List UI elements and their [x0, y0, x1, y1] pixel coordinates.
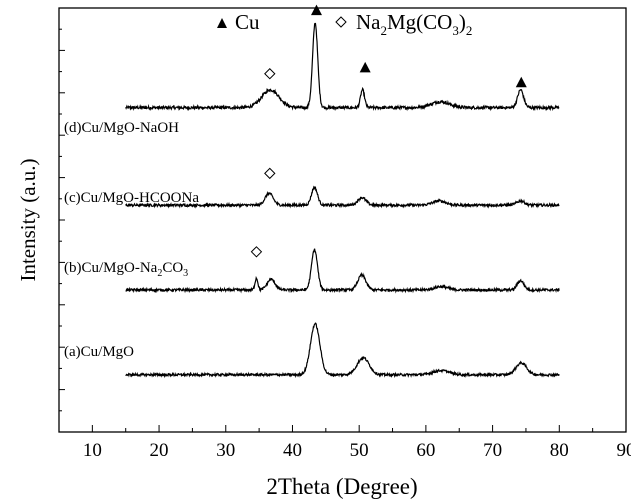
series-line-0 [125, 22, 560, 112]
legend: Cu Na2Mg(CO3)2 [217, 10, 472, 38]
marker-layer [250, 4, 527, 258]
series-line-1 [125, 185, 560, 209]
x-tick-label-60: 60 [416, 440, 435, 461]
x-tick-label-50: 50 [350, 440, 369, 461]
x-tick-label-10: 10 [83, 440, 102, 461]
cu-peak-triangle-marker-0-3 [515, 76, 527, 88]
legend-cu-triangle-icon [217, 18, 227, 28]
legend-cu-label: Cu [235, 10, 260, 34]
legend-na2mgco32-label: Na2Mg(CO3)2 [356, 10, 472, 38]
na2mgco32-peak-diamond-marker-0-0 [264, 68, 276, 80]
x-axis-title: 2Theta (Degree) [266, 474, 417, 499]
x-tick-label-20: 20 [150, 440, 169, 461]
series-label-b: (b)Cu/MgO-Na2CO3 [64, 260, 188, 279]
plot-frame [58, 7, 627, 433]
series-label-c: (c)Cu/MgO-HCOONa [64, 190, 199, 206]
x-tick-label-80: 80 [550, 440, 569, 461]
cu-peak-triangle-marker-0-2 [359, 61, 371, 73]
series-label-a: (a)Cu/MgO [64, 344, 134, 360]
series-layer [125, 22, 560, 379]
legend-diamond-icon [335, 16, 347, 28]
x-tick-label-90: 90 [617, 440, 631, 461]
x-tick-label-30: 30 [216, 440, 235, 461]
x-tick-label-70: 70 [483, 440, 502, 461]
series-label-d: (d)Cu/MgO-NaOH [64, 120, 179, 136]
series-line-3 [125, 322, 560, 379]
na2mgco32-peak-diamond-marker-1-0 [264, 167, 276, 180]
na2mgco32-peak-diamond-marker-2-0 [250, 246, 263, 258]
y-axis-title: Intensity (a.u.) [16, 158, 40, 281]
x-tick-label-40: 40 [283, 440, 302, 461]
axis-layer: 10 20 30 40 50 60 70 80 90 [58, 28, 631, 461]
series-line-2 [125, 248, 560, 294]
cu-peak-triangle-marker-0-1 [310, 4, 322, 16]
